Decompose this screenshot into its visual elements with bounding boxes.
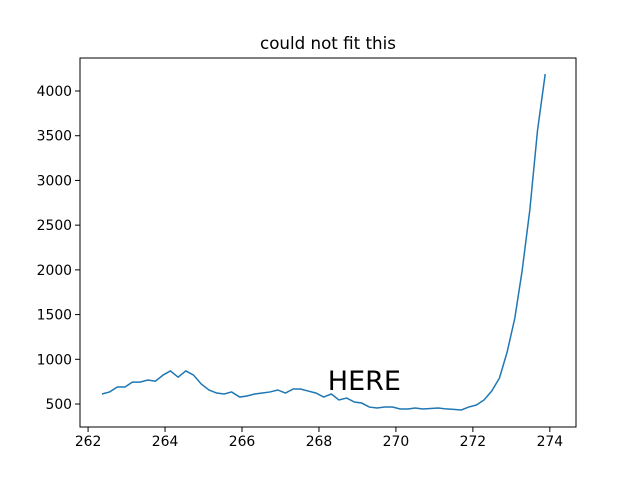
y-tick-label: 2500 [37,218,72,234]
y-tick-label: 2000 [37,263,72,279]
chart-title: could not fit this [260,33,396,53]
x-tick-label: 270 [383,434,410,450]
y-tick-label: 1000 [37,352,72,368]
line [101,73,546,411]
y-tick-label: 500 [45,397,72,413]
x-tick-label: 262 [75,434,102,450]
y-tick-label: 4000 [37,84,72,100]
x-tick-label: 274 [537,434,564,450]
x-tick-label: 266 [229,434,256,450]
x-tick-label: 268 [306,434,333,450]
x-tick-label: 272 [460,434,487,450]
y-tick-label: 3500 [37,129,72,145]
plot-frame [79,57,577,428]
y-tick-label: 1500 [37,308,72,324]
annotation: HERE [328,366,401,397]
x-tick-label: 264 [152,434,179,450]
y-tick-label: 3000 [37,173,72,189]
